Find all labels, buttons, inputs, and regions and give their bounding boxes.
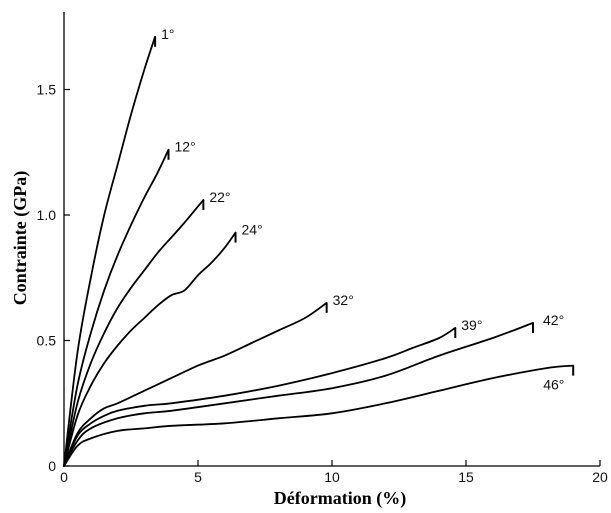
ticks: 0 5 10 15 20 0 0.5 1.0 1.5 <box>37 82 608 486</box>
axes <box>64 12 600 466</box>
series-labels: 1° 12° 22° 24° 32° 39° 42° 46° <box>161 26 564 393</box>
series-label: 42° <box>543 312 564 328</box>
series-label: 12° <box>175 139 196 155</box>
x-tick-label: 10 <box>324 469 340 485</box>
series-line <box>64 233 236 466</box>
series-label: 46° <box>543 377 564 393</box>
x-tick-label: 15 <box>458 469 474 485</box>
curves <box>64 37 573 466</box>
y-tick-label: 1.5 <box>37 82 57 98</box>
series-line <box>64 366 573 466</box>
series-label: 24° <box>242 222 263 238</box>
series-line <box>64 323 533 466</box>
x-tick-label: 20 <box>592 469 608 485</box>
y-tick-label: 0.5 <box>37 333 57 349</box>
y-tick-label: 0 <box>48 458 56 474</box>
x-tick-label: 5 <box>194 469 202 485</box>
y-tick-label: 1.0 <box>37 207 57 223</box>
x-axis-title: Déformation (%) <box>274 488 406 509</box>
series-label: 32° <box>333 292 354 308</box>
y-axis-title: Contrainte (GPa) <box>10 171 31 305</box>
series-label: 39° <box>461 317 482 333</box>
series-label: 22° <box>209 189 230 205</box>
series-line <box>64 328 455 466</box>
x-tick-label: 0 <box>60 469 68 485</box>
series-label: 1° <box>161 26 174 42</box>
